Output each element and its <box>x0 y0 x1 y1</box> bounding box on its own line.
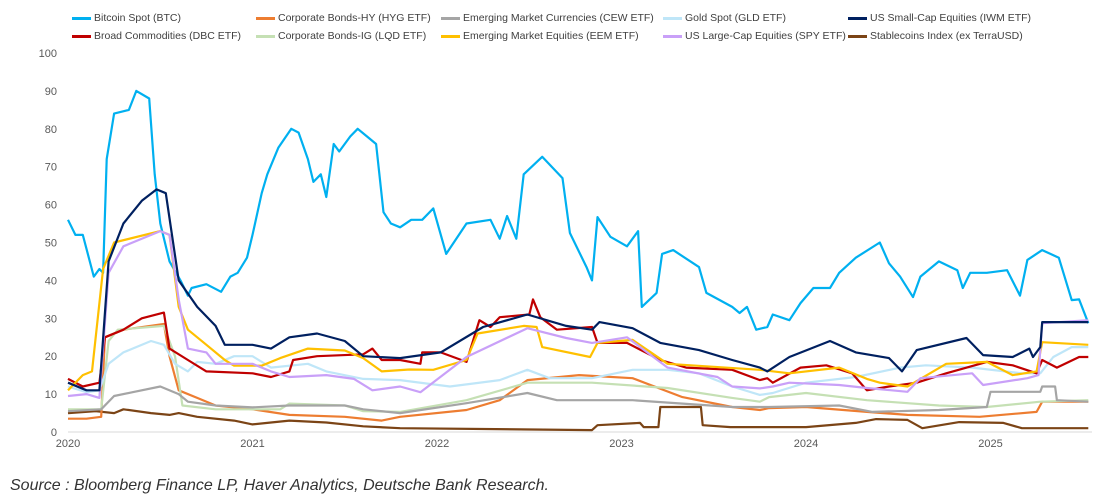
source-note: Source : Bloomberg Finance LP, Haver Ana… <box>10 477 549 494</box>
legend-swatch <box>256 34 275 38</box>
legend-label: US Large-Cap Equities (SPY ETF) <box>685 30 846 42</box>
x-tick-label: 2023 <box>609 438 633 450</box>
y-tick-label: 100 <box>39 48 57 60</box>
y-tick-label: 30 <box>45 313 57 325</box>
y-tick-label: 20 <box>45 351 57 363</box>
legend-swatch <box>848 16 867 20</box>
y-axis: 0 10 20 30 40 50 60 70 80 90 100 <box>39 48 57 439</box>
series-line-stablecoins-index-ex-terrausd <box>67 405 1089 432</box>
legend-item: Emerging Market Equities (EEM ETF) <box>441 30 639 42</box>
legend-swatch <box>663 16 682 20</box>
legend-label: Corporate Bonds-IG (LQD ETF) <box>278 30 427 42</box>
legend-item: Emerging Market Currencies (CEW ETF) <box>441 12 654 24</box>
legend-item: Gold Spot (GLD ETF) <box>663 12 786 24</box>
y-tick-label: 70 <box>45 162 57 174</box>
y-tick-label: 60 <box>45 200 57 212</box>
legend-label: Stablecoins Index (ex TerraUSD) <box>870 30 1023 42</box>
legend-item: Corporate Bonds-HY (HYG ETF) <box>256 12 431 24</box>
y-tick-label: 40 <box>45 275 57 287</box>
series-line-us-small-cap-equities-iwm-etf <box>67 188 1089 392</box>
legend-label: Gold Spot (GLD ETF) <box>685 12 786 24</box>
x-axis: 2020 2021 2022 2023 2024 2025 <box>56 438 1003 450</box>
legend-swatch <box>256 16 275 20</box>
series-line-bitcoin-spot-btc <box>67 89 1090 331</box>
legend: Bitcoin Spot (BTC) Corporate Bonds-HY (HY… <box>0 0 1109 50</box>
series-line-us-large-cap-equities-spy-etf <box>67 230 1089 399</box>
legend-swatch <box>441 16 460 20</box>
legend-label: Bitcoin Spot (BTC) <box>94 12 181 24</box>
legend-item: Stablecoins Index (ex TerraUSD) <box>848 30 1023 42</box>
legend-item: Broad Commodities (DBC ETF) <box>72 30 241 42</box>
legend-item: US Small-Cap Equities (IWM ETF) <box>848 12 1031 24</box>
x-tick-label: 2020 <box>56 438 80 450</box>
x-tick-label: 2022 <box>425 438 449 450</box>
legend-swatch <box>72 16 91 20</box>
legend-label: Emerging Market Currencies (CEW ETF) <box>463 12 654 24</box>
x-tick-label: 2025 <box>978 438 1002 450</box>
legend-label: Corporate Bonds-HY (HYG ETF) <box>278 12 431 24</box>
x-tick-label: 2021 <box>240 438 264 450</box>
legend-item: Corporate Bonds-IG (LQD ETF) <box>256 30 426 42</box>
series-lines <box>67 89 1090 432</box>
legend-item: US Large-Cap Equities (SPY ETF) <box>663 30 846 42</box>
legend-item: Bitcoin Spot (BTC) <box>72 12 181 24</box>
legend-label: Emerging Market Equities (EEM ETF) <box>463 30 639 42</box>
x-tick-label: 2024 <box>794 438 818 450</box>
legend-swatch <box>441 34 460 38</box>
legend-swatch <box>848 34 867 38</box>
legend-swatch <box>72 34 91 38</box>
y-tick-label: 10 <box>45 389 57 401</box>
series-line-gold-spot-gld-etf <box>67 339 1089 396</box>
y-tick-label: 0 <box>51 427 57 439</box>
y-tick-label: 90 <box>45 86 57 98</box>
legend-label: US Small-Cap Equities (IWM ETF) <box>870 12 1032 24</box>
y-tick-label: 50 <box>45 238 57 250</box>
legend-swatch <box>663 34 682 38</box>
legend-label: Broad Commodities (DBC ETF) <box>94 30 242 42</box>
series-line-emerging-market-currencies-cew-etf <box>67 385 1089 415</box>
y-tick-label: 80 <box>45 124 57 136</box>
